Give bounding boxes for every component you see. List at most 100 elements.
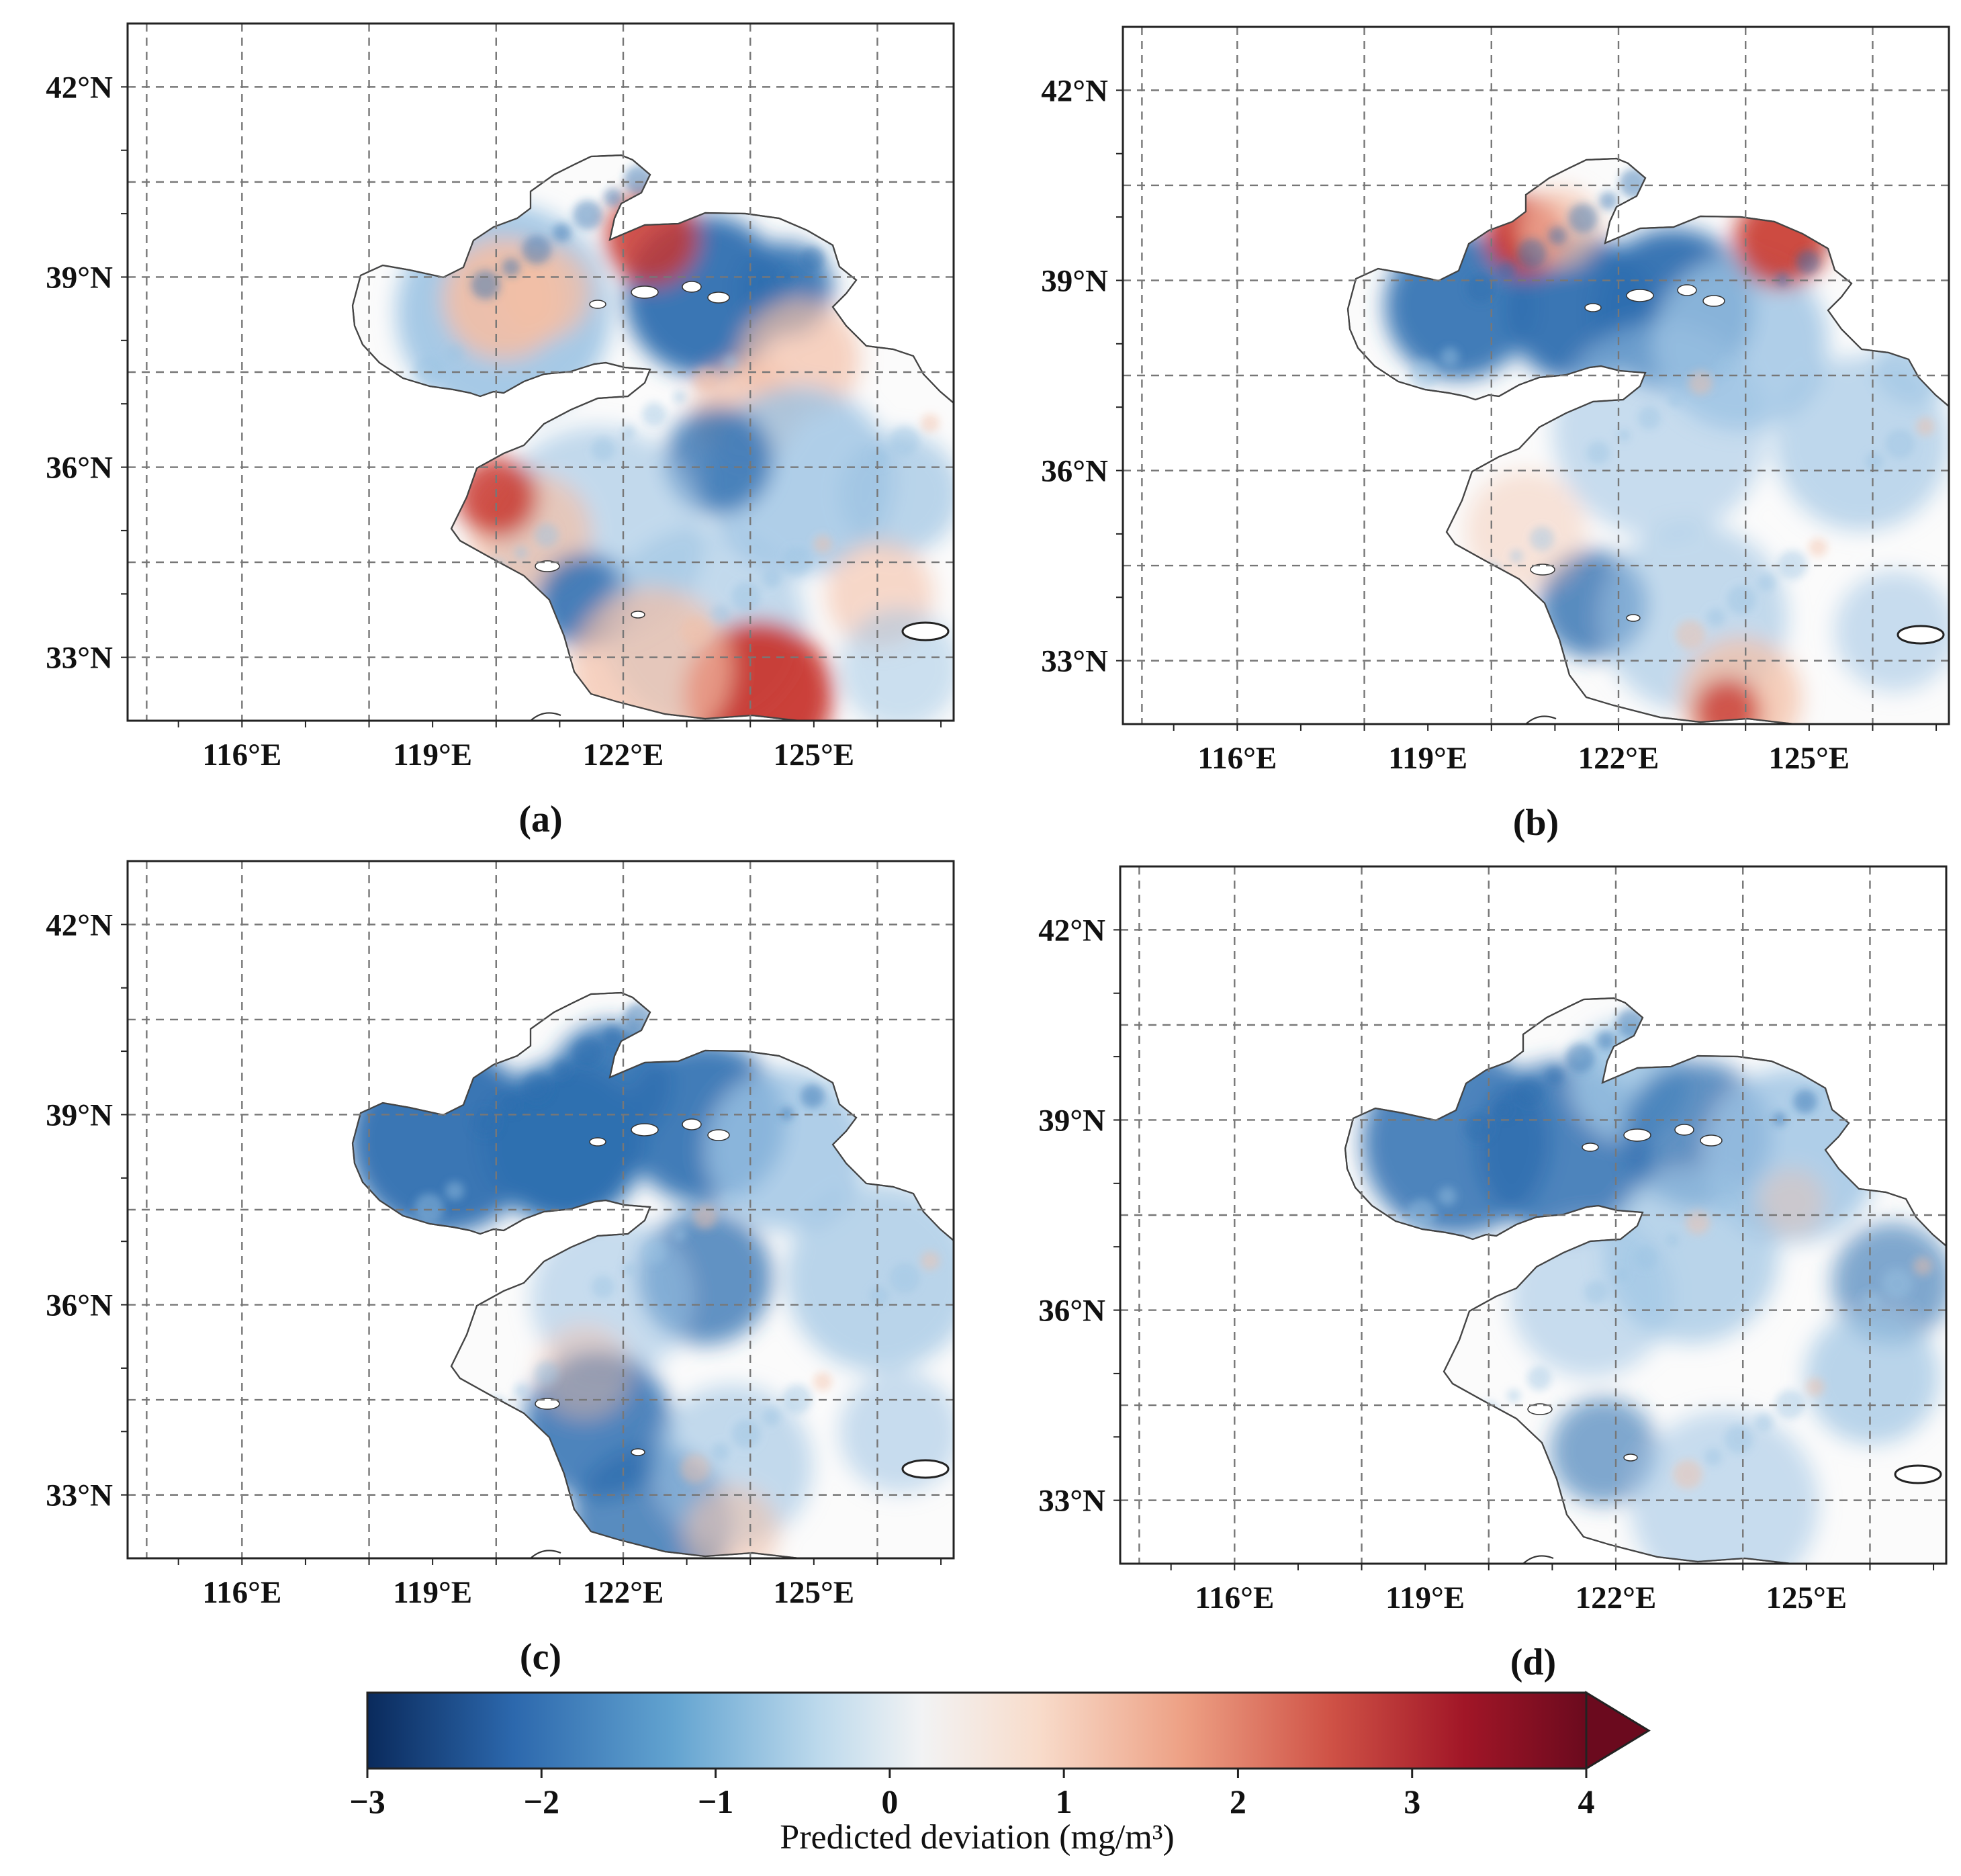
panel-label: (c) [520, 1636, 561, 1678]
deviation-speck [432, 593, 457, 617]
deviation-speck [1616, 1008, 1646, 1038]
deviation-patch [1758, 1169, 1825, 1236]
lon-tick-label: 125°E [1766, 1580, 1848, 1615]
deviation-speck [502, 1096, 520, 1114]
map-panel: 42°N 39°N 36°N 33°N 116°E 119°E 122°E 125°E (d) [1038, 865, 1948, 1683]
deviation-speck [1425, 1436, 1449, 1460]
deviation-speck [1806, 1378, 1825, 1396]
deviation-speck [604, 188, 623, 207]
deviation-speck [1459, 584, 1472, 598]
lat-tick-label: 33°N [1041, 644, 1108, 679]
deviation-speck [1635, 1245, 1659, 1269]
deviation-speck [801, 247, 825, 271]
lat-tick-label: 36°N [46, 451, 113, 486]
deviation-speck [1755, 1413, 1774, 1431]
colorbar-tick-label: 2 [1230, 1783, 1246, 1820]
deviation-speck [762, 570, 781, 588]
deviation-patch [571, 588, 732, 721]
deviation-speck [622, 1263, 635, 1276]
deviation-speck [1619, 169, 1649, 198]
lat-tick-label: 39°N [46, 1098, 113, 1132]
deviation-patch [1805, 1310, 1940, 1444]
deviation-patch [1835, 571, 1949, 692]
island [1700, 1134, 1723, 1147]
colorbar-tick-label: −3 [349, 1783, 385, 1820]
lon-tick-label: 116°E [202, 1575, 281, 1610]
lat-tick-label: 39°N [1038, 1103, 1105, 1138]
deviation-speck [1676, 620, 1705, 650]
island [1623, 1128, 1651, 1142]
deviation-speck [1844, 1055, 1868, 1079]
map-panel: 42°N 39°N 36°N 33°N 116°E 119°E 122°E 125°E (b) [1041, 26, 1950, 844]
deviation-speck [780, 1107, 794, 1120]
island [1582, 1143, 1599, 1152]
deviation-speck [394, 379, 413, 398]
deviation-speck [762, 1407, 781, 1426]
deviation-speck [921, 414, 940, 433]
deviation-speck [813, 1372, 832, 1391]
panel-label: (d) [1510, 1642, 1556, 1683]
lon-tick-label: 125°E [774, 1575, 855, 1610]
deviation-speck [1898, 180, 1922, 204]
deviation-patch [786, 1183, 954, 1372]
deviation-speck [414, 356, 444, 386]
deviation-speck [414, 1194, 444, 1223]
coastline-fragment [530, 1550, 561, 1558]
deviation-speck [903, 1014, 927, 1038]
lon-tick-label: 119°E [1385, 1580, 1465, 1615]
sea-field [1347, 157, 1949, 724]
deviation-speck [591, 437, 615, 461]
lat-tick-label: 42°N [1038, 913, 1105, 948]
deviation-speck [522, 1073, 551, 1102]
colorbar-tick-label: 1 [1056, 1783, 1073, 1820]
deviation-speck [1466, 273, 1496, 303]
sea-field [351, 154, 954, 721]
island [1677, 284, 1697, 296]
deviation-speck [471, 1108, 500, 1137]
map-frame [1122, 26, 1950, 725]
deviation-speck [363, 1229, 393, 1258]
graticule [128, 24, 954, 721]
deviation-speck [1596, 1031, 1615, 1050]
deviation-speck [731, 582, 761, 611]
island [1584, 303, 1602, 312]
deviation-speck [1568, 204, 1598, 233]
deviation-speck [890, 1263, 919, 1293]
deviation-speck [1410, 359, 1439, 389]
deviation-speck [412, 1454, 426, 1467]
deviation-speck [1408, 619, 1421, 633]
deviation-patch [1875, 322, 1949, 403]
deviation-speck [573, 200, 602, 230]
deviation-speck [813, 535, 832, 553]
deviation-speck [882, 1037, 896, 1051]
lon-tick-label: 119°E [393, 1575, 472, 1610]
lon-tick-label: 119°E [393, 738, 472, 772]
deviation-speck [1796, 250, 1820, 274]
deviation-speck [1356, 1234, 1385, 1263]
island [1623, 1454, 1638, 1462]
deviation-speck [1913, 1257, 1932, 1276]
deviation-patch [1694, 678, 1761, 724]
lon-tick-label: 122°E [1576, 1580, 1657, 1615]
island [682, 281, 702, 293]
deviation-speck [1724, 1425, 1753, 1454]
deviation-speck [1637, 406, 1661, 430]
deviation-speck [1463, 1113, 1493, 1143]
deviation-speck [693, 1205, 717, 1229]
deviation-speck [1527, 1366, 1551, 1390]
colorbar-tick-label: 0 [881, 1783, 898, 1820]
deviation-speck [502, 258, 520, 277]
lat-tick-label: 36°N [1038, 1294, 1105, 1329]
deviation-speck [711, 1442, 730, 1461]
deviation-speck [921, 1251, 940, 1270]
deviation-speck [1758, 573, 1776, 592]
deviation-speck [642, 402, 666, 427]
deviation-speck [1727, 585, 1756, 615]
deviation-speck [1614, 1268, 1628, 1282]
deviation-speck [1374, 1471, 1398, 1495]
deviation-speck [432, 1431, 457, 1455]
deviation-speck [1673, 1460, 1702, 1489]
deviation-speck [394, 1216, 413, 1235]
deviation-speck [1686, 1210, 1710, 1235]
deviation-speck [1793, 1089, 1817, 1114]
